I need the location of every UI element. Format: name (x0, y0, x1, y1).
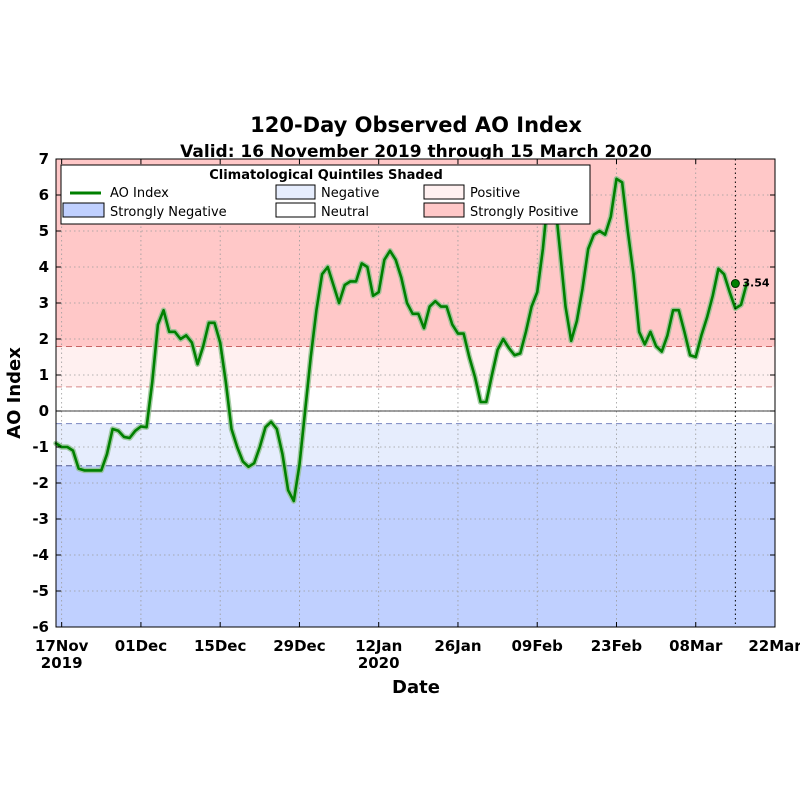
legend-box (60, 164, 591, 225)
y-tick-label: -1 (32, 438, 49, 456)
chart-title: 120-Day Observed AO Index (250, 113, 582, 137)
legend-neutral-label: Neutral (321, 205, 369, 220)
legend-title: Climatological Quintiles Shaded (209, 168, 443, 183)
y-tick-label: 5 (39, 222, 49, 240)
y-tick-label: -3 (32, 510, 49, 528)
y-axis-ticks: -6 -5 -4 -3 -2 -1 0 1 2 3 4 5 6 7 (32, 150, 775, 636)
legend-strongly-positive-label: Strongly Positive (470, 205, 578, 220)
last-value-point (730, 279, 740, 289)
band-strongly-negative (56, 465, 775, 627)
legend-positive-label: Positive (470, 186, 520, 201)
band-negative (56, 423, 775, 466)
y-tick-label: -6 (32, 618, 49, 636)
legend-strongly-negative-label: Strongly Negative (110, 205, 227, 220)
y-tick-label: -2 (32, 474, 49, 492)
x-tick-label: 26Jan (434, 637, 481, 655)
x-tick-year-label: 2020 (358, 654, 400, 672)
y-tick-label: 3 (39, 294, 49, 312)
legend-neutral-swatch (275, 202, 316, 218)
x-tick-year-label: 2019 (41, 654, 83, 672)
band-positive (56, 346, 775, 387)
x-axis-label: Date (392, 677, 440, 698)
x-tick-label: 09Feb (512, 637, 564, 655)
y-tick-label: -5 (32, 582, 49, 600)
x-tick-label: 01Dec (115, 637, 167, 655)
band-neutral (56, 386, 775, 424)
legend-negative-swatch (275, 184, 316, 200)
last-value-label: 3.54 (742, 277, 769, 290)
series-layer (53, 176, 750, 504)
x-tick-label: 15Dec (194, 637, 246, 655)
x-tick-label: 17Nov (35, 637, 89, 655)
y-tick-label: 1 (39, 366, 49, 384)
legend-positive-swatch (423, 184, 465, 200)
plot-frame (55, 158, 776, 628)
x-tick-label: 12Jan (355, 637, 402, 655)
x-tick-label: 23Feb (591, 637, 643, 655)
legend-strongly-positive-swatch (423, 202, 465, 218)
y-tick-label: -4 (32, 546, 49, 564)
quintile-bands (56, 159, 775, 627)
x-tick-label: 29Dec (273, 637, 325, 655)
x-tick-label: 22Mar (748, 637, 800, 655)
legend-strongly-negative-swatch (62, 202, 105, 218)
legend-ao-index-label: AO Index (110, 186, 169, 201)
ao-index-line (54, 177, 748, 503)
y-axis-label: AO Index (4, 347, 25, 439)
grid-lines (56, 159, 775, 627)
y-tick-label: 7 (39, 150, 49, 168)
y-tick-label: 6 (39, 186, 49, 204)
y-tick-label: 2 (39, 330, 49, 348)
chart-subtitle: Valid: 16 November 2019 through 15 March… (180, 142, 652, 162)
legend: Climatological Quintiles Shaded AO Index… (60, 164, 591, 225)
x-tick-label: 08Mar (669, 637, 723, 655)
last-value-marker: 3.54 (730, 159, 770, 627)
y-tick-label: 4 (39, 258, 49, 276)
y-tick-label: 0 (39, 402, 49, 420)
quintile-boundaries (56, 346, 775, 467)
legend-negative-label: Negative (321, 186, 379, 201)
